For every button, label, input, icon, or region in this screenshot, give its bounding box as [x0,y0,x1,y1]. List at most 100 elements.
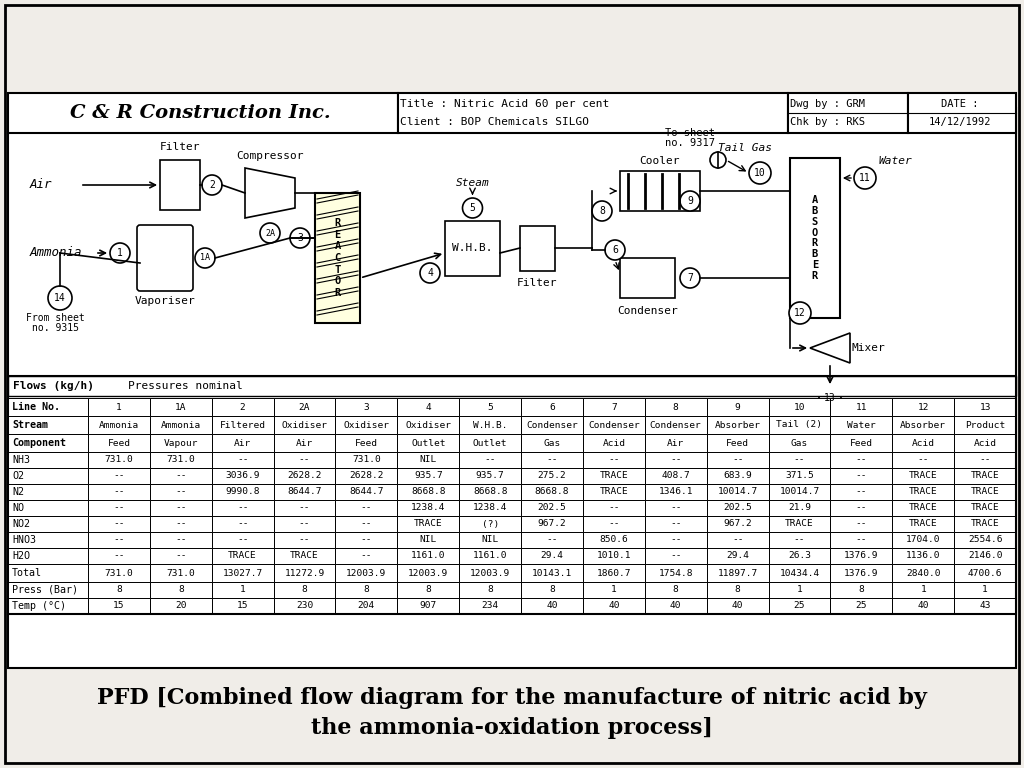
Bar [397,516,459,532]
Text: no. 9317: no. 9317 [665,138,715,148]
Bar [954,598,1016,614]
Bar [892,582,954,598]
Text: DATE :: DATE : [941,99,979,109]
Text: 731.0: 731.0 [167,568,196,578]
Text: Acid: Acid [974,439,996,448]
Text: 234: 234 [481,601,499,611]
Text: 1161.0: 1161.0 [473,551,507,561]
Bar [150,484,212,500]
Bar [583,532,645,548]
Circle shape [854,167,876,189]
Text: 8: 8 [364,585,370,594]
Bar [954,452,1016,468]
Bar [521,416,583,434]
Bar [273,532,336,548]
Text: Cooler: Cooler [640,156,680,166]
Bar [892,532,954,548]
Text: Vaporiser: Vaporiser [134,296,196,306]
Bar [150,564,212,582]
Bar [397,564,459,582]
Text: Air: Air [234,439,251,448]
Text: 13: 13 [824,393,836,403]
Bar [336,416,397,434]
Text: --: -- [484,455,496,465]
Text: 4: 4 [427,268,433,278]
Bar [521,468,583,484]
Text: --: -- [299,535,310,545]
Bar [954,468,1016,484]
Bar [150,598,212,614]
Text: Temp (°C): Temp (°C) [12,601,66,611]
Text: 8: 8 [116,585,122,594]
Text: --: -- [175,472,186,481]
Bar [8,416,88,434]
Text: Oxidiser: Oxidiser [406,421,452,429]
Text: Vapour: Vapour [164,439,198,448]
Text: 1: 1 [611,585,616,594]
Bar [954,434,1016,452]
Bar [892,598,954,614]
Text: Absorber: Absorber [900,421,946,429]
Bar [892,416,954,434]
Text: 683.9: 683.9 [723,472,752,481]
Text: --: -- [175,504,186,512]
Bar [892,548,954,564]
Text: --: -- [794,455,805,465]
Bar [273,500,336,516]
Bar [273,398,336,416]
Text: --: -- [670,535,682,545]
Bar [521,582,583,598]
Text: Tail (2): Tail (2) [776,421,822,429]
Bar [645,416,707,434]
Bar [892,500,954,516]
Text: 8: 8 [549,585,555,594]
Text: Feed: Feed [108,439,130,448]
Bar [150,516,212,532]
Text: --: -- [114,519,125,528]
Text: 1161.0: 1161.0 [411,551,445,561]
Bar [645,548,707,564]
Text: 10014.7: 10014.7 [718,488,758,496]
Bar [521,532,583,548]
Text: TRACE: TRACE [599,488,629,496]
Text: Product: Product [965,421,1006,429]
Bar [336,398,397,416]
Text: TRACE: TRACE [909,488,938,496]
Text: Absorber: Absorber [715,421,761,429]
Bar [336,434,397,452]
Bar [336,468,397,484]
Text: 29.4: 29.4 [726,551,750,561]
Text: --: -- [360,551,372,561]
Bar [8,434,88,452]
Bar [892,434,954,452]
Text: --: -- [856,455,867,465]
Text: 8644.7: 8644.7 [288,488,322,496]
Bar [336,548,397,564]
Bar [88,452,150,468]
Text: 935.7: 935.7 [476,472,505,481]
Bar [769,516,830,532]
Text: 907: 907 [420,601,437,611]
Bar [212,500,273,516]
Bar [707,516,769,532]
Bar [8,376,1016,614]
Text: 29.4: 29.4 [541,551,563,561]
Bar [954,564,1016,582]
Text: 202.5: 202.5 [723,504,752,512]
Bar [583,434,645,452]
Bar [273,468,336,484]
Circle shape [290,228,310,248]
Bar [459,598,521,614]
Text: 8: 8 [302,585,307,594]
Bar [397,582,459,598]
Bar [459,434,521,452]
Text: --: -- [608,519,620,528]
Bar [336,452,397,468]
Circle shape [48,286,72,310]
Text: 1: 1 [982,585,988,594]
Text: 2: 2 [209,180,215,190]
Text: Stream: Stream [12,420,48,430]
Bar [583,582,645,598]
Text: Feed: Feed [850,439,872,448]
Text: TRACE: TRACE [971,488,999,496]
